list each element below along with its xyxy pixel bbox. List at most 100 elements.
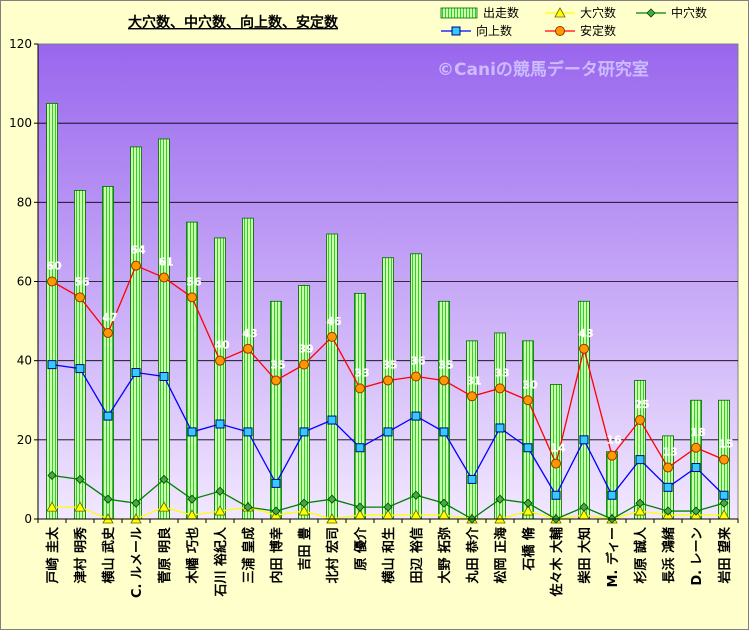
point-marker: [159, 474, 169, 484]
point-marker: [663, 482, 673, 492]
point-marker: [271, 478, 281, 488]
point-marker: [243, 427, 253, 437]
point-marker: [467, 474, 477, 484]
point-marker: [271, 506, 281, 516]
data-label: 39: [298, 343, 313, 356]
point-marker: [383, 502, 393, 512]
point-marker: [719, 454, 729, 465]
point-marker: [691, 506, 701, 516]
x-tick-label: 田辺 裕信: [409, 527, 425, 584]
data-label: 61: [158, 256, 173, 269]
data-label: 18: [690, 426, 705, 439]
point-marker: [607, 450, 617, 461]
point-marker: [159, 272, 169, 283]
point-marker: [131, 368, 141, 378]
x-tick-label: 津村 明秀: [73, 526, 89, 584]
series-lines: [46, 260, 730, 524]
point-marker: [214, 505, 226, 516]
x-tick-label: 柴田 大知: [577, 527, 593, 585]
x-tick-label: 三浦 皇成: [241, 527, 257, 584]
x-axis: 戸崎 圭太 津村 明秀 横山 武史 C. ルメール 菅原 明良 木幡 巧也 石川 裕紀人 三浦…: [37, 518, 739, 598]
data-label: 43: [242, 327, 257, 340]
legend-label: 向上数: [476, 23, 512, 38]
x-tick-label: 佐々木 大輔: [549, 527, 565, 598]
legend-label: 出走数: [483, 5, 519, 20]
point-marker: [327, 331, 337, 342]
point-marker: [411, 490, 421, 500]
point-marker: [103, 494, 113, 504]
point-marker: [215, 419, 225, 429]
y-tick-label: 80: [17, 195, 32, 209]
point-marker: [495, 423, 505, 433]
point-marker: [663, 506, 673, 516]
point-marker: [579, 435, 589, 445]
data-label: 13: [662, 446, 677, 459]
data-label: 25: [634, 398, 649, 411]
point-marker: [495, 383, 505, 394]
point-marker: [355, 383, 365, 394]
point-marker: [551, 490, 561, 500]
x-tick-label: 戸崎 圭太: [45, 526, 61, 584]
point-marker: [187, 427, 197, 437]
x-tick-label: 石川 裕紀人: [213, 526, 229, 598]
point-marker: [47, 276, 57, 287]
point-marker: [47, 470, 57, 481]
data-label: 35: [382, 358, 397, 371]
point-marker: [298, 505, 310, 516]
point-marker: [607, 490, 617, 500]
point-marker: [467, 391, 477, 402]
y-tick-label: 120: [9, 37, 32, 51]
point-marker: [187, 292, 197, 303]
data-label: 43: [578, 327, 593, 340]
point-marker: [579, 343, 589, 354]
point-marker: [187, 494, 197, 504]
legend-swatch: [440, 7, 478, 19]
chart-title: 大穴数、中穴数、向上数、安定数: [128, 14, 339, 31]
legend-label: 中穴数: [671, 5, 707, 20]
x-tick-label: D. レーン: [690, 527, 705, 586]
data-label: 35: [270, 358, 285, 371]
data-label: 33: [494, 366, 509, 379]
point-marker: [75, 292, 85, 303]
point-marker: [646, 8, 656, 18]
y-tick-label: 60: [17, 275, 32, 289]
x-tick-label: 杉原 誠人: [633, 526, 649, 584]
x-tick-label: 吉田 豊: [297, 527, 313, 571]
y-axis: 0 20 40 60 80 100 120: [9, 37, 39, 526]
point-marker: [299, 359, 309, 370]
point-marker: [243, 343, 253, 354]
data-labels: 60 56 47 64 61 56 40 43 35 39 46 33 35 36 35 31 33 30 14 43…: [46, 244, 734, 459]
point-marker: [75, 364, 85, 374]
point-marker: [439, 427, 449, 437]
point-marker: [103, 327, 113, 338]
data-label: 36: [410, 355, 426, 368]
point-marker: [243, 502, 253, 512]
point-marker: [663, 462, 673, 473]
x-tick-label: 横山 和生: [381, 527, 397, 584]
point-marker: [159, 372, 169, 381]
point-marker: [131, 260, 141, 271]
x-tick-label: M. ディー: [605, 527, 621, 588]
point-marker: [523, 443, 533, 453]
data-label: 60: [46, 260, 62, 273]
x-tick-label: 横山 武史: [101, 526, 117, 584]
point-marker: [46, 501, 58, 512]
watermark: ©Caniの競馬データ研究室: [437, 59, 649, 80]
point-marker: [554, 7, 566, 18]
point-marker: [75, 474, 85, 484]
point-marker: [691, 463, 701, 473]
point-marker: [355, 502, 365, 512]
data-label: 33: [354, 366, 369, 379]
point-marker: [411, 411, 421, 421]
x-tick-label: 木幡 巧也: [185, 527, 201, 585]
point-marker: [327, 494, 337, 504]
x-tick-label: 長浜 鴻緒: [661, 527, 677, 584]
point-marker: [215, 486, 225, 496]
point-marker: [158, 501, 170, 512]
data-label: 15: [718, 438, 733, 451]
point-marker: [451, 26, 461, 36]
x-tick-label: C. ルメール: [130, 527, 145, 598]
point-marker: [411, 371, 421, 382]
